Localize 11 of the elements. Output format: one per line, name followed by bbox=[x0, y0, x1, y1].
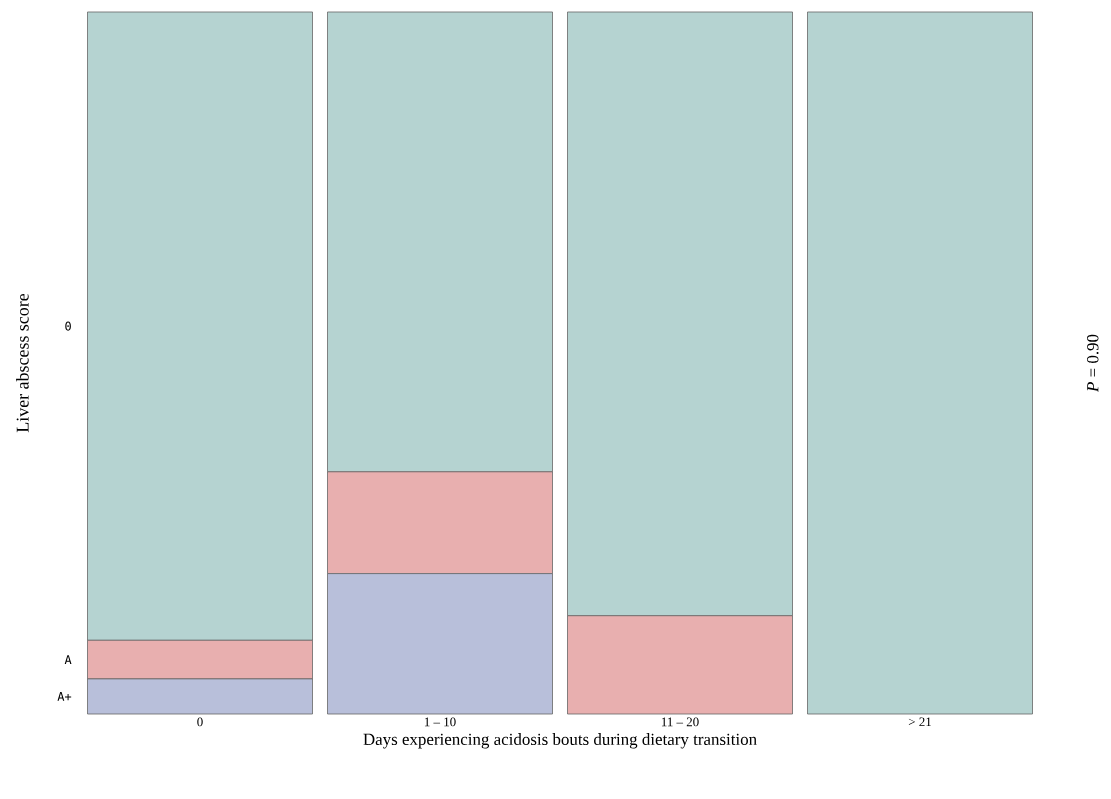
x-tick-label: 0 bbox=[197, 717, 203, 727]
x-tick-label: > 21 bbox=[908, 717, 931, 727]
series-label: A bbox=[64, 655, 72, 664]
x-axis-title: Days experiencing acidosis bouts during dietary transition bbox=[363, 733, 757, 749]
series-label: A+ bbox=[57, 692, 72, 701]
bar bbox=[807, 11, 1033, 715]
y-axis-title: Liver abscess score bbox=[16, 293, 29, 433]
x-tick-label: 1 – 10 bbox=[424, 717, 456, 727]
x-tick-label: 11 – 20 bbox=[661, 717, 699, 727]
text: P = 0.90 bbox=[1087, 334, 1099, 393]
series-label: 0 bbox=[65, 321, 71, 331]
